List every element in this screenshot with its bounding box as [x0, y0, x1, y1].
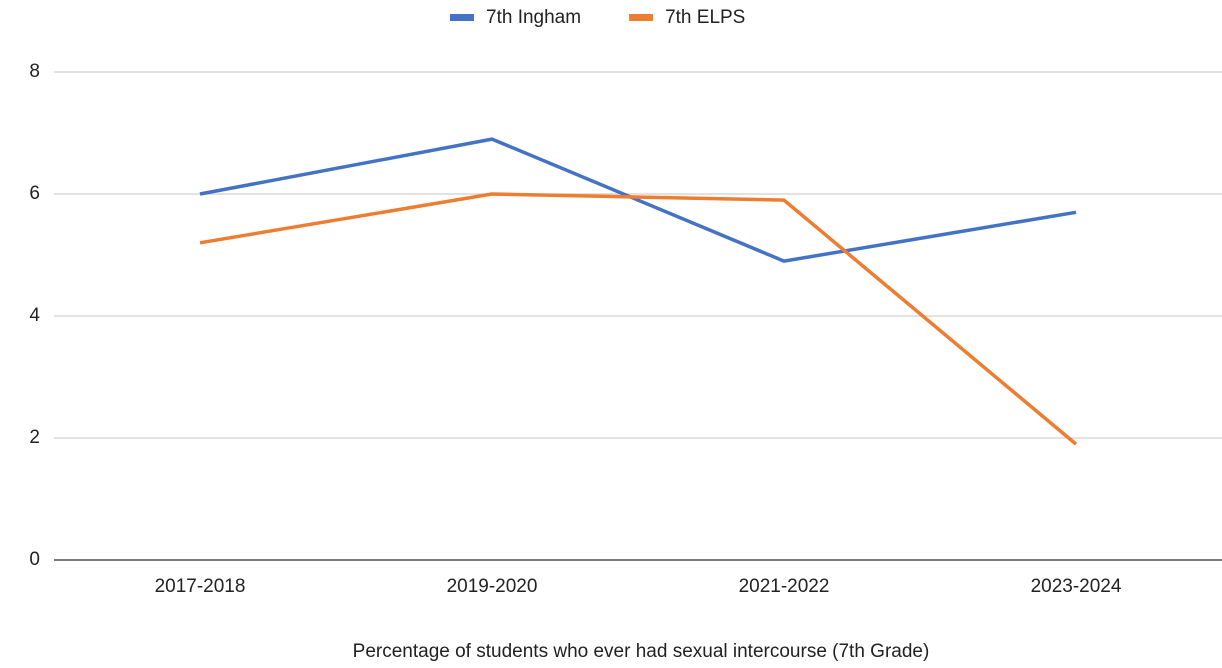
legend-label: 7th Ingham — [486, 7, 581, 28]
y-tick-label: 4 — [29, 305, 40, 326]
x-tick-label: 2021-2022 — [739, 576, 830, 597]
series-line — [199, 137, 1077, 263]
x-tick-label: 2023-2024 — [1031, 576, 1122, 597]
series-line — [199, 192, 1078, 446]
x-tick-label: 2017-2018 — [155, 576, 246, 597]
legend-swatch — [450, 14, 474, 21]
y-tick-label: 8 — [29, 61, 40, 82]
legend-label: 7th ELPS — [665, 7, 745, 28]
legend-swatch — [629, 14, 654, 21]
y-tick-label: 6 — [29, 183, 40, 204]
y-tick-label: 0 — [29, 549, 40, 570]
y-tick-label: 2 — [29, 427, 40, 448]
x-tick-label: 2019-2020 — [447, 576, 538, 597]
x-axis-title: Percentage of students who ever had sexu… — [353, 641, 930, 662]
